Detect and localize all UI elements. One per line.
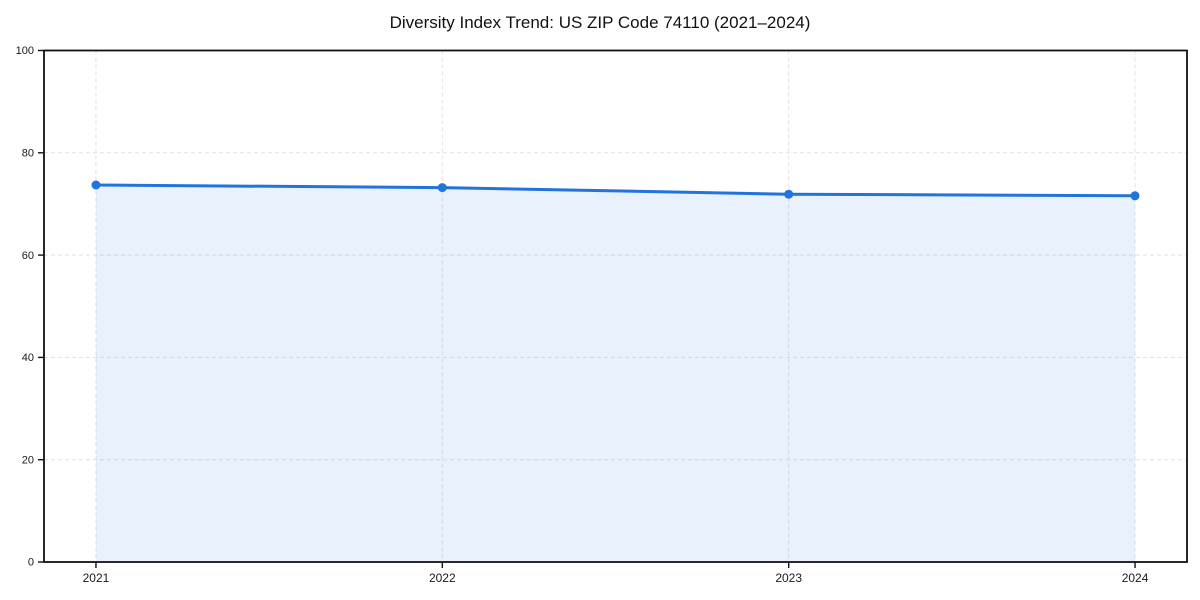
- x-axis: 2021 2022 2023 2024: [83, 562, 1149, 585]
- x-tick-label: 2023: [775, 571, 802, 585]
- chart-title: Diversity Index Trend: US ZIP Code 74110…: [389, 13, 811, 32]
- y-tick-label: 60: [22, 250, 34, 262]
- x-tick-label: 2022: [429, 571, 456, 585]
- y-tick-label: 80: [22, 148, 34, 160]
- x-tick-label: 2024: [1122, 571, 1149, 585]
- area-fill: [96, 185, 1135, 562]
- data-points: [91, 180, 1140, 201]
- y-tick-label: 40: [22, 352, 34, 364]
- y-axis: 0 20 40 60 80 100: [16, 45, 44, 569]
- data-point-2022: [437, 183, 447, 193]
- data-point-2024: [1130, 191, 1140, 201]
- series-line: [94, 183, 1137, 198]
- y-tick-label: 20: [22, 454, 34, 466]
- data-point-2021: [91, 180, 101, 190]
- y-tick-label: 0: [28, 557, 34, 569]
- data-point-2023: [784, 189, 794, 199]
- axes-frame: [43, 49, 1188, 563]
- x-tick-label: 2021: [83, 571, 110, 585]
- y-tick-label: 100: [16, 45, 34, 57]
